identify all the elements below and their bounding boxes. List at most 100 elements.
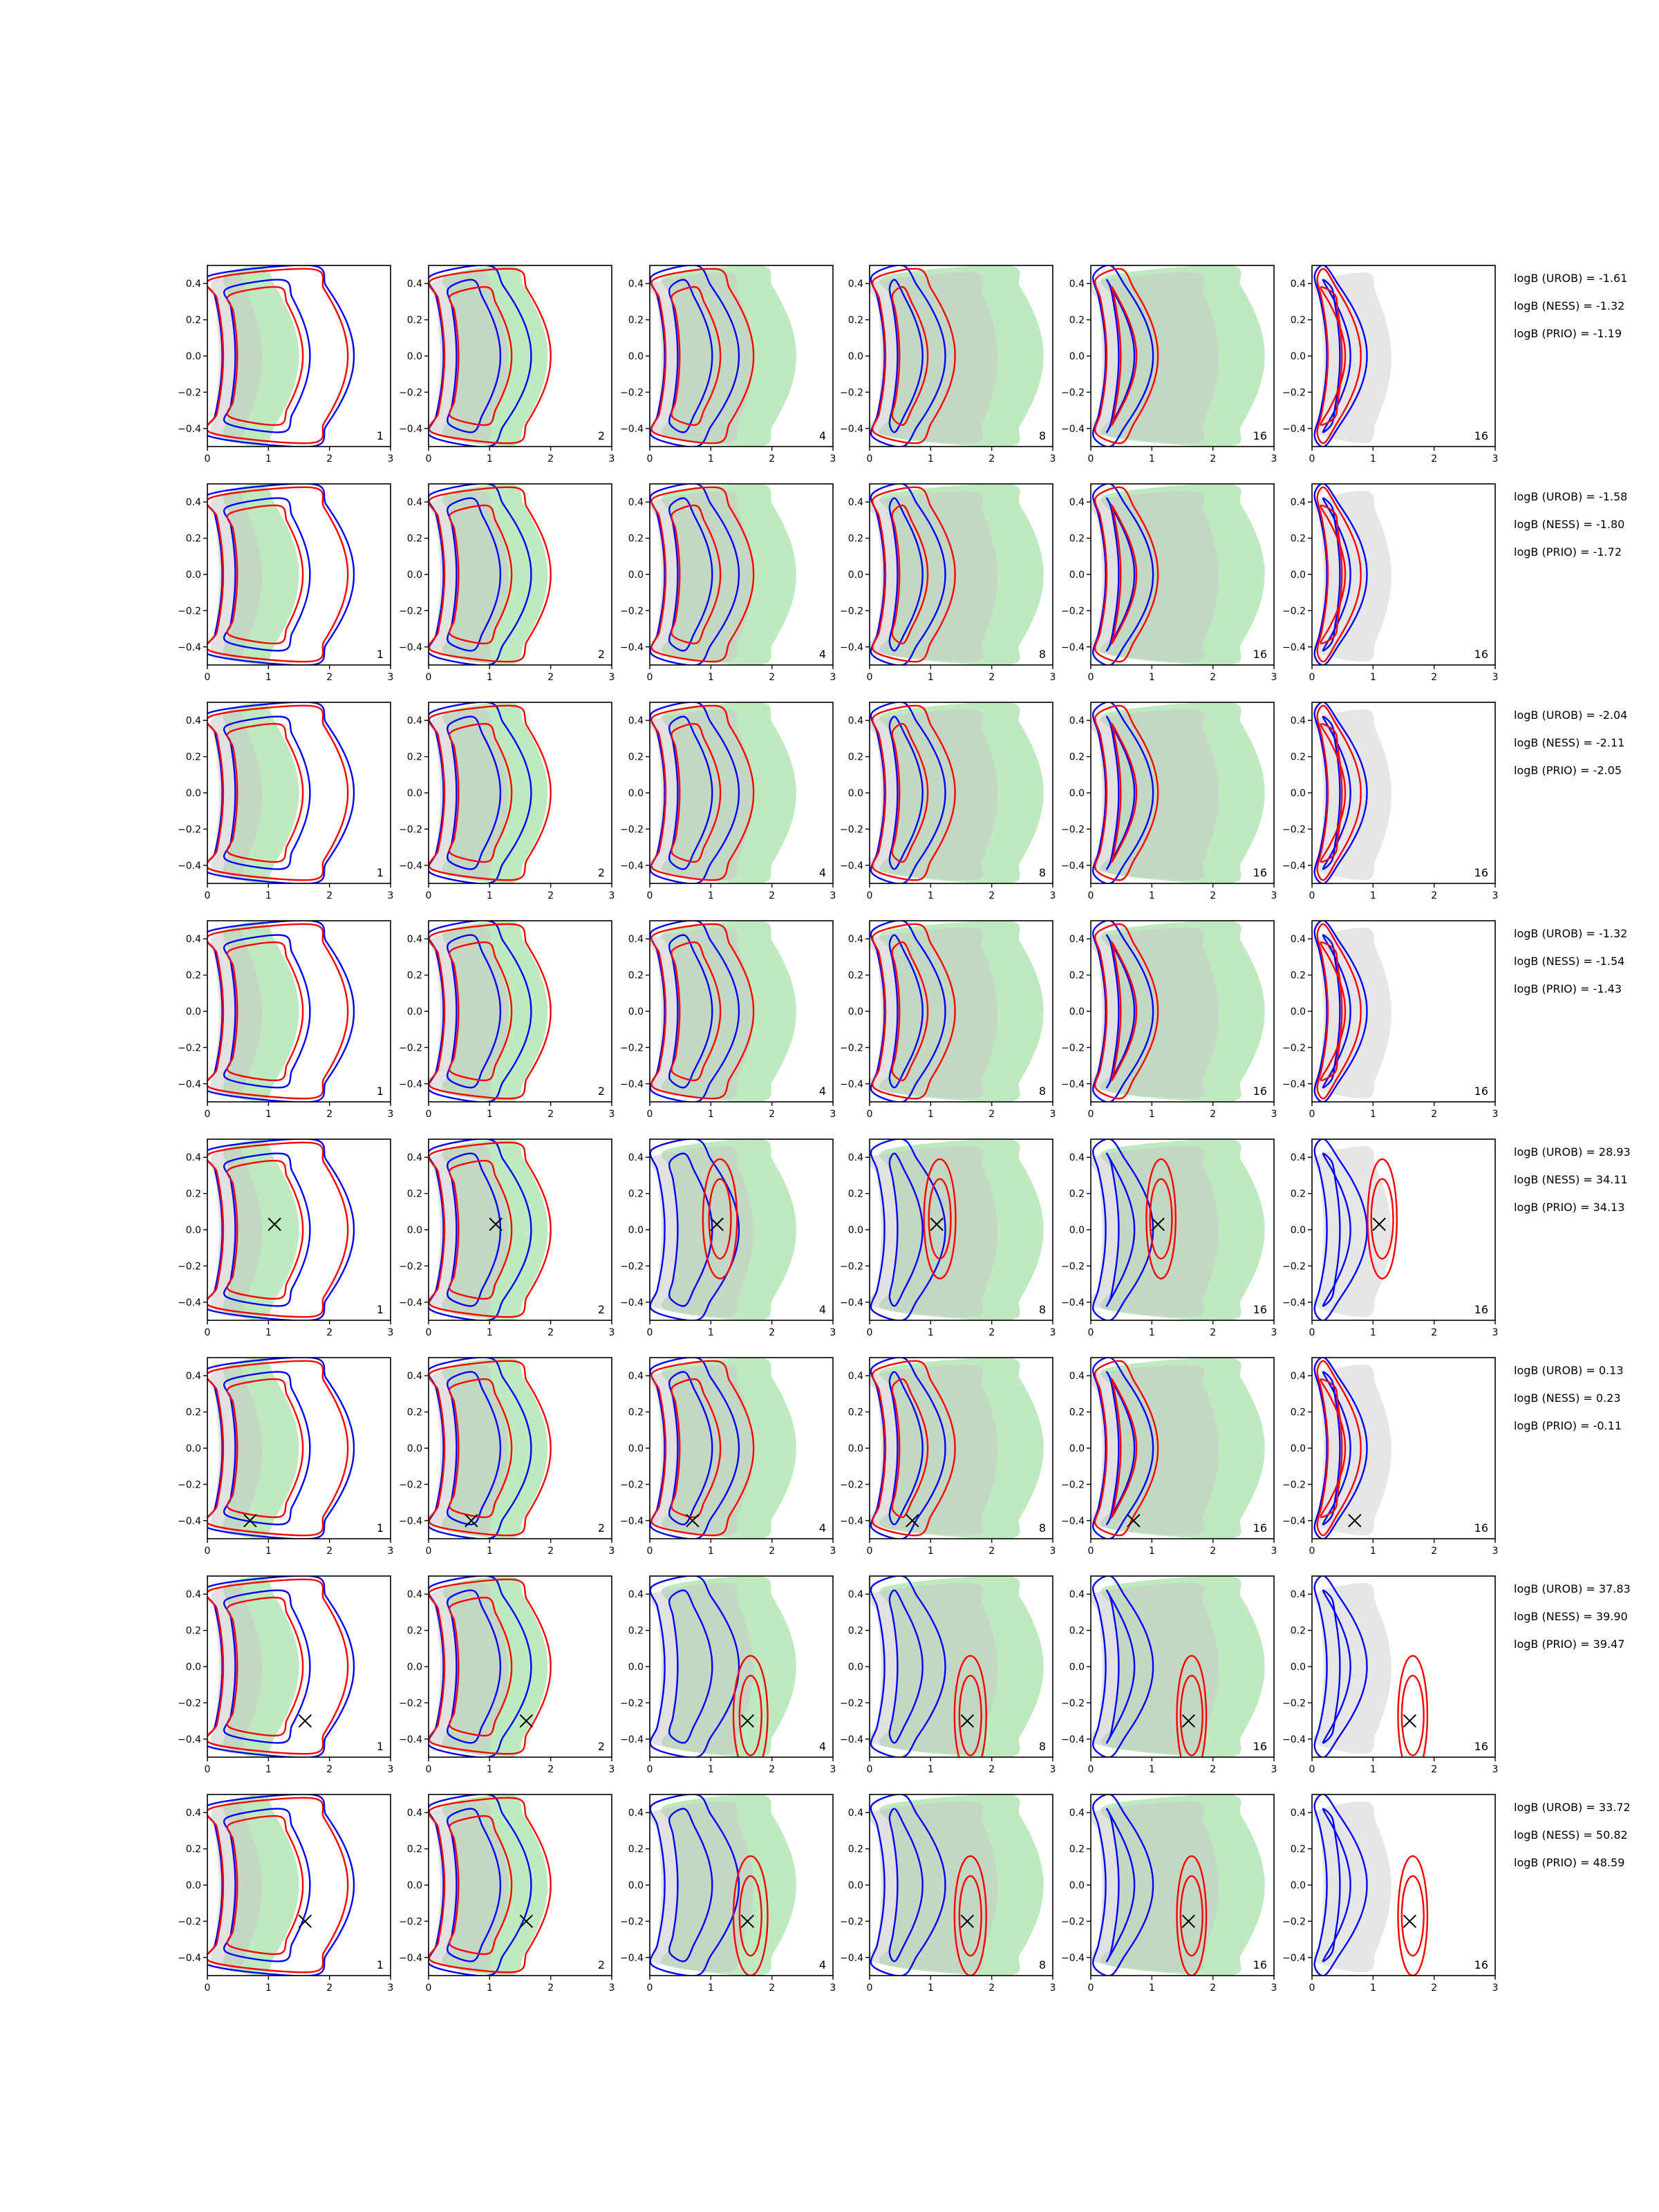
y-tick-label: 0.2 [407, 1844, 422, 1855]
y-tick-label: 0.4 [407, 934, 422, 945]
x-tick-label: 2 [326, 1764, 332, 1775]
panel-label: 4 [819, 1740, 826, 1753]
panel-r1-c4: 0 1 2 3 0.4 0.2 0.0 −0.2 −0.4 8 [840, 265, 1056, 465]
blue-contour-1 [650, 484, 740, 665]
x-tick-label: 2 [1210, 672, 1216, 683]
blue-contour-1 [1091, 484, 1154, 665]
panel-r2-c4: 0 1 2 3 0.4 0.2 0.0 −0.2 −0.4 8 [840, 483, 1056, 683]
red-contour-1 [429, 1141, 552, 1318]
blue-contour-2 [888, 715, 924, 870]
panel-r6-c5: 0 1 2 3 0.4 0.2 0.0 −0.2 −0.4 16 [1061, 1357, 1277, 1557]
panel-label: 4 [819, 1303, 826, 1316]
panel-label: 1 [377, 1085, 384, 1098]
y-tick-label: −0.2 [620, 824, 644, 835]
true-value-marker [1181, 1914, 1196, 1929]
y-tick-label: −0.2 [399, 606, 422, 617]
y-tick-label: 0.0 [848, 1225, 863, 1236]
red-contour-2 [226, 941, 304, 1082]
true-value-marker [268, 1217, 281, 1231]
red-contour-1 [429, 486, 552, 663]
panel-r5-c1: 0 1 2 3 0.4 0.2 0.0 −0.2 −0.4 1 [178, 1138, 393, 1338]
y-tick-label: −0.2 [1282, 1261, 1306, 1272]
true-value-marker [489, 1217, 503, 1231]
y-tick-label: −0.2 [178, 387, 201, 398]
red-contour-2 [738, 1875, 762, 1957]
y-tick-label: 0.0 [186, 1880, 201, 1891]
x-tick-label: 3 [1050, 890, 1056, 901]
panel-label: 16 [1253, 1740, 1267, 1753]
y-tick-label: 0.2 [848, 971, 863, 982]
y-tick-label: −0.2 [1061, 606, 1085, 617]
x-tick-label: 1 [487, 890, 493, 901]
blue-contour-1 [650, 921, 740, 1102]
y-tick-label: 0.0 [407, 788, 422, 799]
x-tick-label: 1 [1149, 1983, 1155, 1994]
y-tick-label: 0.0 [1291, 570, 1306, 581]
blue-contour-2 [447, 1589, 502, 1744]
x-tick-label: 1 [1149, 1546, 1155, 1557]
red-contour-2 [671, 722, 722, 863]
x-tick-label: 2 [326, 453, 332, 465]
blue-contour-2 [1322, 497, 1351, 652]
panel-row-6: 0 1 2 30.40.20.0−0.2−0.410 1 2 30.40.20.0−0.2−… [178, 1357, 1498, 1557]
y-tick-label: 0.0 [186, 1443, 201, 1454]
blue-contour-2 [888, 279, 924, 433]
y-tick-label: −0.2 [840, 1916, 863, 1927]
blue-contour-1 [429, 484, 532, 665]
panel-r4-c3: 0 1 2 3 0.4 0.2 0.0 −0.2 −0.4 4 [620, 920, 836, 1120]
red-contour-2 [1111, 285, 1138, 427]
y-tick-label: −0.2 [1061, 1042, 1085, 1053]
y-tick-label: 0.4 [1069, 497, 1085, 508]
logb-annotation: logB (NESS) = 39.90 [1514, 1610, 1628, 1623]
y-tick-label: −0.2 [399, 1042, 422, 1053]
y-tick-label: 0.2 [1291, 1407, 1306, 1418]
y-tick-label: −0.4 [620, 1953, 644, 1964]
y-tick-label: 0.2 [628, 534, 644, 545]
y-tick-label: 0.4 [628, 715, 644, 727]
x-tick-label: 0 [1088, 1764, 1094, 1775]
true-value-marker [686, 1514, 700, 1528]
x-tick-label: 3 [609, 1109, 615, 1120]
panel-contours [207, 484, 355, 665]
blue-contour-2 [668, 715, 713, 870]
x-tick-label: 3 [1050, 1546, 1056, 1557]
red-contour-2 [226, 1815, 304, 1956]
gray-region [870, 272, 998, 444]
blue-contour-2 [1322, 934, 1351, 1089]
gray-region [870, 1801, 998, 1973]
y-tick-label: 0.0 [407, 1443, 422, 1454]
red-contour-2 [891, 941, 929, 1082]
y-tick-label: −0.4 [178, 1516, 201, 1527]
red-contour-1 [429, 923, 552, 1100]
blue-contour-1 [1091, 1794, 1154, 1976]
y-tick-label: 0.0 [1069, 1662, 1085, 1673]
y-tick-label: 0.0 [628, 1880, 644, 1891]
y-tick-label: 0.4 [848, 497, 863, 508]
y-tick-label: −0.4 [1061, 424, 1085, 435]
x-tick-label: 2 [988, 453, 995, 465]
blue-contour-2 [223, 715, 311, 870]
x-tick-label: 0 [205, 672, 211, 683]
panel-label: 8 [1039, 1085, 1046, 1098]
panel-r3-c5: 0 1 2 3 0.4 0.2 0.0 −0.2 −0.4 16 [1061, 702, 1277, 901]
y-tick-label: −0.2 [178, 1916, 201, 1927]
panel-contours [870, 1358, 1044, 1539]
x-tick-label: 2 [988, 672, 995, 683]
red-contour-2 [708, 1178, 732, 1260]
y-tick-label: 0.0 [1291, 1443, 1306, 1454]
x-tick-label: 3 [1271, 1764, 1277, 1775]
red-contour-2 [448, 1378, 513, 1519]
y-tick-label: 0.4 [186, 1371, 201, 1382]
panel-label: 16 [1474, 648, 1488, 661]
red-contour-1 [650, 486, 755, 663]
panel-contours [870, 1576, 1044, 1757]
red-contour-2 [226, 1596, 304, 1737]
red-contour-2 [1320, 285, 1347, 427]
x-tick-label: 1 [265, 890, 272, 901]
y-tick-label: 0.2 [628, 1626, 644, 1637]
panel-label: 16 [1253, 866, 1267, 879]
x-tick-label: 0 [647, 453, 653, 465]
y-tick-label: −0.4 [399, 1516, 422, 1527]
y-tick-label: −0.4 [620, 1079, 644, 1090]
logb-annotation: logB (PRIO) = 48.59 [1514, 1856, 1624, 1869]
